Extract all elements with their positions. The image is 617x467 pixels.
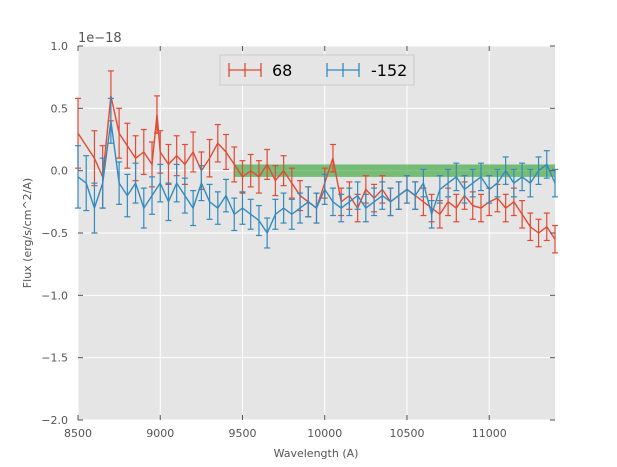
legend: 68 -152 [219,54,415,86]
y-offset-label: 1e−18 [78,31,122,46]
legend-label-series-1: 68 [272,61,292,80]
x-tick-label: 8500 [64,427,92,440]
errorbar-series-1 [552,224,558,254]
y-tick-label: −1.5 [41,352,68,365]
y-tick-label: 1.0 [51,40,69,53]
y-tick-label: −2.0 [41,414,68,427]
y-tick-label: 0.0 [51,165,69,178]
series-2 [75,97,558,249]
y-tick-label: 0.5 [51,102,69,115]
y-axis-label: Flux (erg/s/cm^2/A) [21,178,34,288]
x-axis-label: Wavelength (A) [274,447,359,460]
legend-marker-series-1 [228,63,262,77]
errorbar-series-2 [552,168,558,198]
highlight-band [234,164,556,177]
x-tick-label: 9500 [228,427,256,440]
y-tick-label: −0.5 [41,227,68,240]
y-tick-label: −1.0 [41,289,68,302]
series-line-2 [77,120,556,235]
x-tick-label: 10000 [307,427,342,440]
x-tick-label: 11000 [472,427,507,440]
x-tick-label: 10500 [389,427,424,440]
legend-label-series-2: -152 [371,61,407,80]
axis-ticks: 8500 9000 9500 10000 10500 11000 1.0 0.5 0.0 −0.5… [41,40,555,440]
x-tick-label: 9000 [146,427,174,440]
series-layer [75,70,558,254]
legend-marker-series-2 [326,63,360,77]
